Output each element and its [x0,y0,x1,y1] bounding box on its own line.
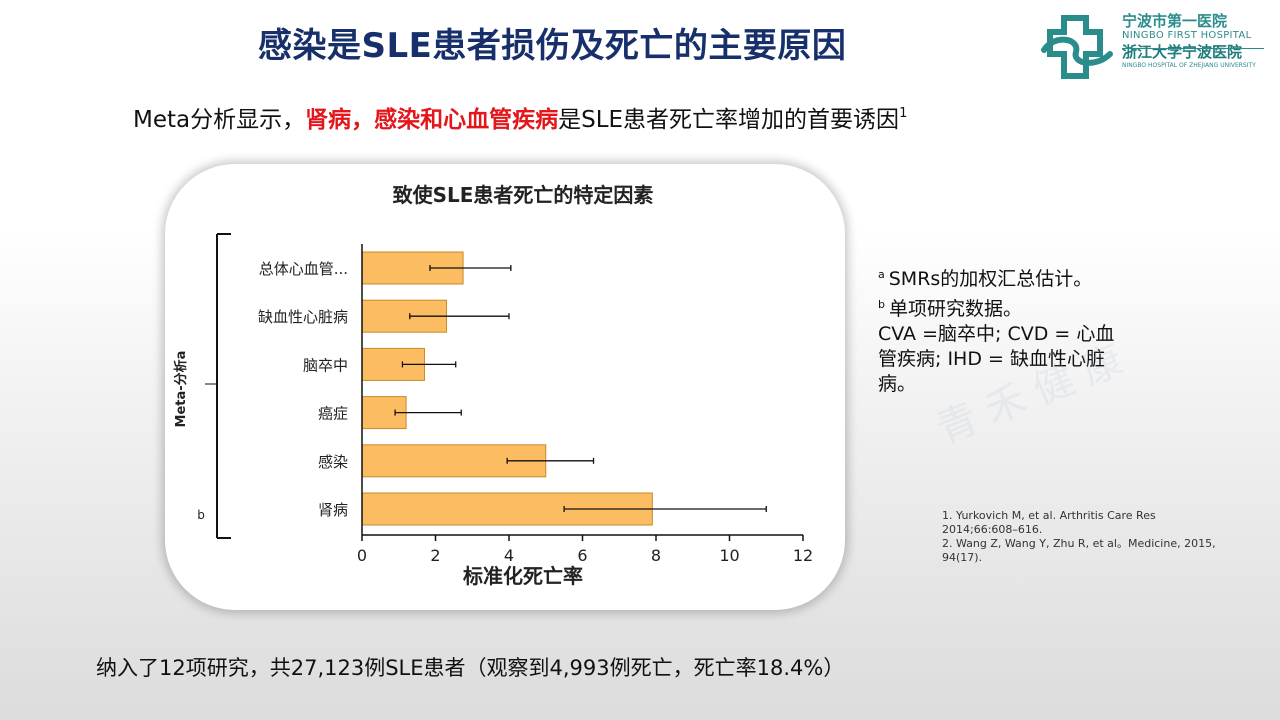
note-a-text: SMRs的加权汇总估计。 [888,268,1093,290]
logo-name-cn: 宁波市第一医院 [1122,12,1228,30]
logo-divider [1122,48,1264,49]
subtitle-prefix: Meta分析显示， [133,107,306,133]
x-tick-label-1: 2 [430,546,440,565]
references: 1. Yurkovich M, et al. Arthritis Care Re… [942,509,1232,565]
group-label-meta: Meta-分析a [173,351,189,428]
x-tick-label-2: 4 [504,546,514,565]
hospital-logo: 宁波市第一医院 NINGBO FIRST HOSPITAL 浙江大学宁波医院 N… [1036,12,1268,82]
chart-title: 致使SLE患者死亡的特定因素 [393,183,654,207]
x-tick-label-4: 8 [651,546,661,565]
note-b-text: 单项研究数据。 [888,298,1022,320]
category-label-0: 总体心血管... [259,260,348,278]
note-a-marker: a [878,268,885,281]
logo-affiliation-cn: 浙江大学宁波医院 [1122,43,1243,61]
x-tick-label-3: 6 [577,546,587,565]
note-b: b 单项研究数据。 [878,292,1178,322]
subtitle-highlight: 肾病，感染和心血管疾病 [305,107,559,133]
x-tick-label-5: 10 [719,546,739,565]
reference-1: 1. Yurkovich M, et al. Arthritis Care Re… [942,509,1156,536]
subtitle: Meta分析显示，肾病，感染和心血管疾病是SLE患者死亡率增加的首要诱因1 [133,100,907,134]
x-tick-label-6: 12 [793,546,813,565]
category-label-4: 感染 [318,453,348,471]
hospital-cross-logo-icon [1041,15,1113,79]
note-d: 管疾病; IHD = 缺血性心脏 [878,348,1105,370]
note-c: CVA =脑卒中; CVD = 心血 [878,323,1115,345]
x-axis-label: 标准化死亡率 [463,564,583,588]
group-label-b: b [197,508,205,522]
note-b-marker: b [878,298,885,311]
x-tick-label-0: 0 [357,546,367,565]
footnotes: a SMRs的加权汇总估计。 b 单项研究数据。 CVA =脑卒中; CVD = 心… [878,262,1178,397]
subtitle-suffix: 是SLE患者死亡率增加的首要诱因 [558,107,900,133]
category-label-5: 肾病 [318,501,348,519]
reference-2: 2. Wang Z, Wang Y, Zhu R, et al。Medicine… [942,537,1216,564]
category-label-2: 脑卒中 [303,356,348,374]
note-a: a SMRs的加权汇总估计。 [878,262,1178,292]
footer-summary: 纳入了12项研究，共27,123例SLE患者（观察到4,993例死亡，死亡率18… [96,656,845,680]
category-label-3: 癌症 [318,405,348,423]
logo-affiliation-en: NINGBO HOSPITAL OF ZHEJIANG UNIVERSITY [1122,62,1256,69]
category-label-1: 缺血性心脏病 [258,308,348,326]
note-e: 病。 [878,373,917,395]
slide-title: 感染是SLE患者损伤及死亡的主要原因 [258,26,847,66]
subtitle-ref: 1 [899,106,908,121]
logo-name-en: NINGBO FIRST HOSPITAL [1122,30,1252,41]
